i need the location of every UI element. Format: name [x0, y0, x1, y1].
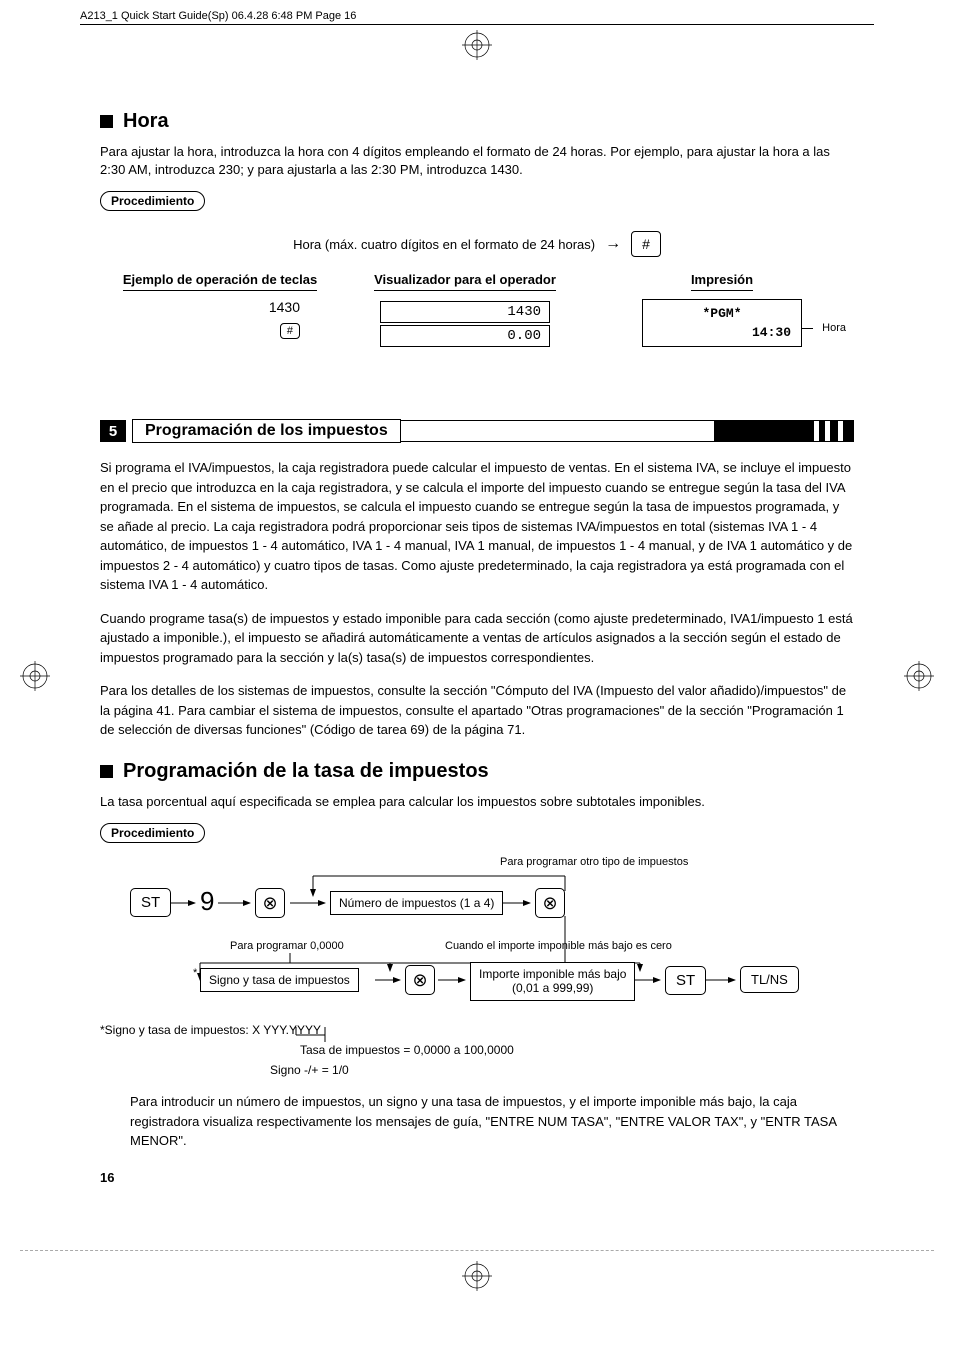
page-content: Hora Para ajustar la hora, introduzca la… [100, 110, 854, 1151]
bullet-icon [100, 765, 113, 778]
tasa-intro: La tasa porcentual aquí especificada se … [100, 793, 854, 811]
section5-p2: Cuando programe tasa(s) de impuestos y e… [100, 609, 854, 668]
tasa-title: Programación de la tasa de impuestos [123, 760, 489, 783]
footnote-sub2: Signo -/+ = 1/0 [270, 1063, 854, 1077]
procedure-badge: Procedimiento [100, 823, 205, 843]
hash-key-sm: # [280, 323, 300, 339]
col1-header: Ejemplo de operación de teclas [123, 272, 317, 291]
x-key: ⊗ [255, 888, 285, 918]
crop-mark-right [904, 661, 934, 691]
arrow-icon: → [605, 235, 621, 253]
print-box: *PGM* 14:30 Hora [642, 299, 802, 347]
sign-rate-box: *Signo y tasa de impuestos [200, 968, 359, 992]
crop-mark-bottom [462, 1261, 492, 1291]
doc-header: A213_1 Quick Start Guide(Sp) 06.4.28 6:4… [80, 10, 874, 25]
hora-side-label: Hora [822, 322, 846, 334]
zero-label: Para programar 0,0000 [230, 940, 344, 952]
section-number: 5 [100, 420, 126, 442]
section5-p3: Para los detalles de los sistemas de imp… [100, 681, 854, 740]
nine-key: 9 [200, 886, 214, 917]
tasa-heading: Programación de la tasa de impuestos [100, 760, 854, 783]
col3-header: Impresión [691, 272, 753, 291]
example-table: Ejemplo de operación de teclas Visualiza… [100, 272, 854, 349]
low-amt-box: Importe imponible más bajo(0,01 a 999,99… [470, 962, 635, 1001]
dash-rule [20, 1250, 934, 1251]
hora-intro: Para ajustar la hora, introduzca la hora… [100, 143, 854, 179]
hora-title: Hora [123, 110, 169, 133]
final-para: Para introducir un número de impuestos, … [130, 1092, 854, 1151]
print-line2: 14:30 [653, 325, 791, 340]
doc-header-text: A213_1 Quick Start Guide(Sp) 06.4.28 6:4… [80, 10, 356, 22]
section-title: Programación de los impuestos [132, 419, 401, 443]
x-key: ⊗ [405, 965, 435, 995]
bullet-icon [100, 115, 113, 128]
procedure-badge: Procedimiento [100, 191, 205, 211]
hash-key: # [631, 231, 661, 257]
num-imp-box: Número de impuestos (1 a 4) [330, 891, 503, 915]
flow-label: Hora (máx. cuatro dígitos en el formato … [293, 237, 595, 252]
display-line2: 0.00 [380, 325, 550, 347]
section5-header: 5 Programación de los impuestos [100, 419, 854, 443]
hora-heading: Hora [100, 110, 854, 133]
tax-diagram: ST 9 ⊗ Número de impuestos (1 a 4) ⊗ Par… [100, 858, 854, 1008]
loop-label: Para programar otro tipo de impuestos [500, 856, 688, 868]
tick-icon [801, 328, 813, 329]
footnote: *Signo y tasa de impuestos: X YYY.YYYY [100, 1023, 854, 1037]
hora-flow: Hora (máx. cuatro dígitos en el formato … [100, 231, 854, 257]
footnote-sub1: Tasa de impuestos = 0,0000 a 100,0000 [300, 1043, 854, 1057]
crop-mark-left [20, 661, 50, 691]
input-value: 1430 [100, 299, 300, 315]
page-number: 16 [100, 1170, 114, 1185]
section5-p1: Si programa el IVA/impuestos, la caja re… [100, 458, 854, 595]
section-rule [401, 420, 854, 442]
tlns-key: TL/NS [740, 966, 799, 993]
display-line1: 1430 [380, 301, 550, 323]
low-zero-label: Cuando el importe imponible más bajo es … [445, 940, 672, 952]
st-key: ST [130, 888, 171, 917]
x-key: ⊗ [535, 888, 565, 918]
st-key: ST [665, 966, 706, 995]
col2-header: Visualizador para el operador [374, 272, 556, 291]
crop-mark-top [462, 30, 492, 60]
print-line1: *PGM* [653, 306, 791, 321]
